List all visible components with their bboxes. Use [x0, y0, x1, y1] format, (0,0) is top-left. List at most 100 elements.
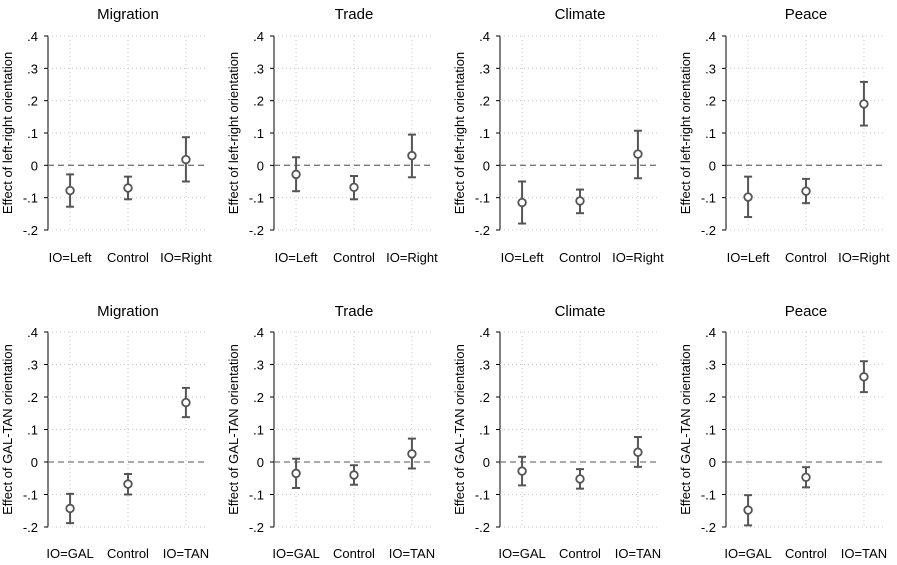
- point-estimate: [743, 505, 753, 515]
- point-estimate: [349, 182, 359, 193]
- y-axis-label: Effect of left-right orientation: [0, 52, 15, 214]
- x-tick-label: IO=TAN: [615, 546, 661, 561]
- point-estimate: [801, 472, 811, 482]
- y-tick-label: .3: [479, 61, 490, 76]
- y-tick-label: .2: [253, 94, 264, 109]
- panel-8: Peace Effect of GAL-TAN orientation .4 .3 .2…: [678, 303, 887, 561]
- point-estimate: [181, 154, 191, 165]
- point-estimate: [123, 479, 133, 489]
- panel-2: Trade Effect of left-right orientation .4.…: [226, 6, 438, 265]
- x-tick-label: Control: [559, 546, 601, 561]
- y-tick-label: .4: [705, 29, 716, 44]
- panel-3: Climate Effect of left-right orientation.…: [452, 6, 664, 265]
- y-tick-label: .3: [479, 358, 490, 373]
- panel-title: Peace: [785, 303, 828, 320]
- point-estimate: [349, 470, 359, 480]
- point-estimate: [407, 150, 417, 161]
- y-tick-label: -.2: [475, 223, 490, 238]
- y-tick-label: 0: [483, 158, 490, 173]
- y-tick-label: 0: [709, 455, 716, 470]
- panel-title: Climate: [555, 303, 606, 320]
- y-axis-label: Effect of left-right orientation: [452, 52, 467, 214]
- point-estimate: [575, 474, 585, 484]
- y-axis-label: Effect of GAL-TAN orientation: [452, 344, 467, 515]
- y-tick-label: .3: [253, 61, 264, 76]
- y-tick-label: -.2: [701, 520, 716, 535]
- point-estimate: [407, 449, 417, 459]
- x-tick-label: IO=Left: [501, 250, 544, 265]
- panel-title: Climate: [555, 6, 606, 23]
- y-tick-label: 0: [31, 158, 38, 173]
- y-tick-label: .4: [705, 325, 716, 340]
- panel-title: Migration: [97, 6, 159, 23]
- panel-5: Migration Effect of GAL-TAN orientation .4…: [0, 303, 209, 561]
- x-tick-label: Control: [785, 546, 827, 561]
- y-axis-label: Effect of GAL-TAN orientation: [226, 344, 241, 515]
- y-tick-label: -.1: [249, 488, 264, 503]
- y-tick-label: .3: [705, 61, 716, 76]
- y-tick-label: -.1: [475, 191, 490, 206]
- y-axis-label: Effect of left-right orientation: [678, 52, 693, 214]
- y-axis-label: Effect of GAL-TAN orientation: [0, 344, 15, 515]
- x-tick-label: Control: [559, 250, 601, 265]
- y-tick-label: .2: [705, 94, 716, 109]
- x-tick-label: IO=GAL: [272, 546, 319, 561]
- y-tick-label: 0: [257, 455, 264, 470]
- y-tick-label: .1: [253, 126, 264, 141]
- point-estimate: [123, 183, 133, 193]
- x-tick-label: IO=GAL: [724, 546, 771, 561]
- y-tick-label: .1: [27, 126, 38, 141]
- point-estimate: [575, 196, 585, 206]
- y-tick-label: .3: [253, 358, 264, 373]
- y-tick-label: -.2: [701, 223, 716, 238]
- x-tick-label: IO=TAN: [389, 546, 435, 561]
- y-tick-label: -.1: [23, 488, 38, 503]
- x-tick-label: Control: [107, 546, 149, 561]
- point-estimate: [859, 372, 869, 382]
- y-tick-label: .1: [479, 126, 490, 141]
- point-estimate: [65, 185, 75, 196]
- y-tick-label: .2: [27, 390, 38, 405]
- y-tick-label: .4: [479, 325, 490, 340]
- y-tick-label: -.1: [701, 191, 716, 206]
- panel-7: Climate Effect of GAL-TAN orientation .4 .3…: [452, 303, 661, 561]
- y-tick-label: -.2: [475, 520, 490, 535]
- y-axis-label: Effect of GAL-TAN orientation: [678, 344, 693, 515]
- y-tick-label: .2: [479, 94, 490, 109]
- point-estimate: [291, 169, 301, 180]
- point-estimate: [517, 466, 527, 476]
- panel-1: Migration Effect of left-right orientatio…: [0, 6, 212, 265]
- panel-title: Trade: [335, 303, 374, 320]
- panel-title: Trade: [335, 6, 374, 23]
- x-tick-label: IO=TAN: [841, 546, 887, 561]
- y-tick-label: 0: [257, 158, 264, 173]
- y-tick-label: 0: [31, 455, 38, 470]
- x-tick-label: IO=Left: [727, 250, 770, 265]
- y-tick-label: .3: [705, 358, 716, 373]
- panel-4: Peace Effect of left-right orientation .4.…: [678, 6, 890, 265]
- x-tick-label: Control: [107, 250, 149, 265]
- y-tick-label: -.2: [249, 223, 264, 238]
- y-tick-label: -.1: [23, 191, 38, 206]
- panel-title: Migration: [97, 303, 159, 320]
- x-tick-label: IO=Right: [160, 250, 212, 265]
- y-tick-label: -.1: [249, 191, 264, 206]
- point-estimate: [181, 397, 191, 408]
- point-estimate: [633, 447, 643, 457]
- y-tick-label: .1: [705, 423, 716, 438]
- y-tick-label: .2: [27, 94, 38, 109]
- y-tick-label: .3: [27, 358, 38, 373]
- panel-6: Trade Effect of GAL-TAN orientation .4 .3 .2…: [226, 303, 435, 561]
- point-estimate: [517, 197, 527, 208]
- y-tick-label: .1: [479, 423, 490, 438]
- x-tick-label: IO=Right: [838, 250, 890, 265]
- point-estimate: [65, 503, 75, 514]
- x-tick-label: Control: [333, 546, 375, 561]
- point-estimate: [291, 468, 301, 479]
- x-tick-label: IO=Right: [386, 250, 438, 265]
- y-tick-label: 0: [483, 455, 490, 470]
- y-tick-label: .4: [253, 29, 264, 44]
- x-tick-label: IO=TAN: [163, 546, 209, 561]
- y-tick-label: -.2: [23, 520, 38, 535]
